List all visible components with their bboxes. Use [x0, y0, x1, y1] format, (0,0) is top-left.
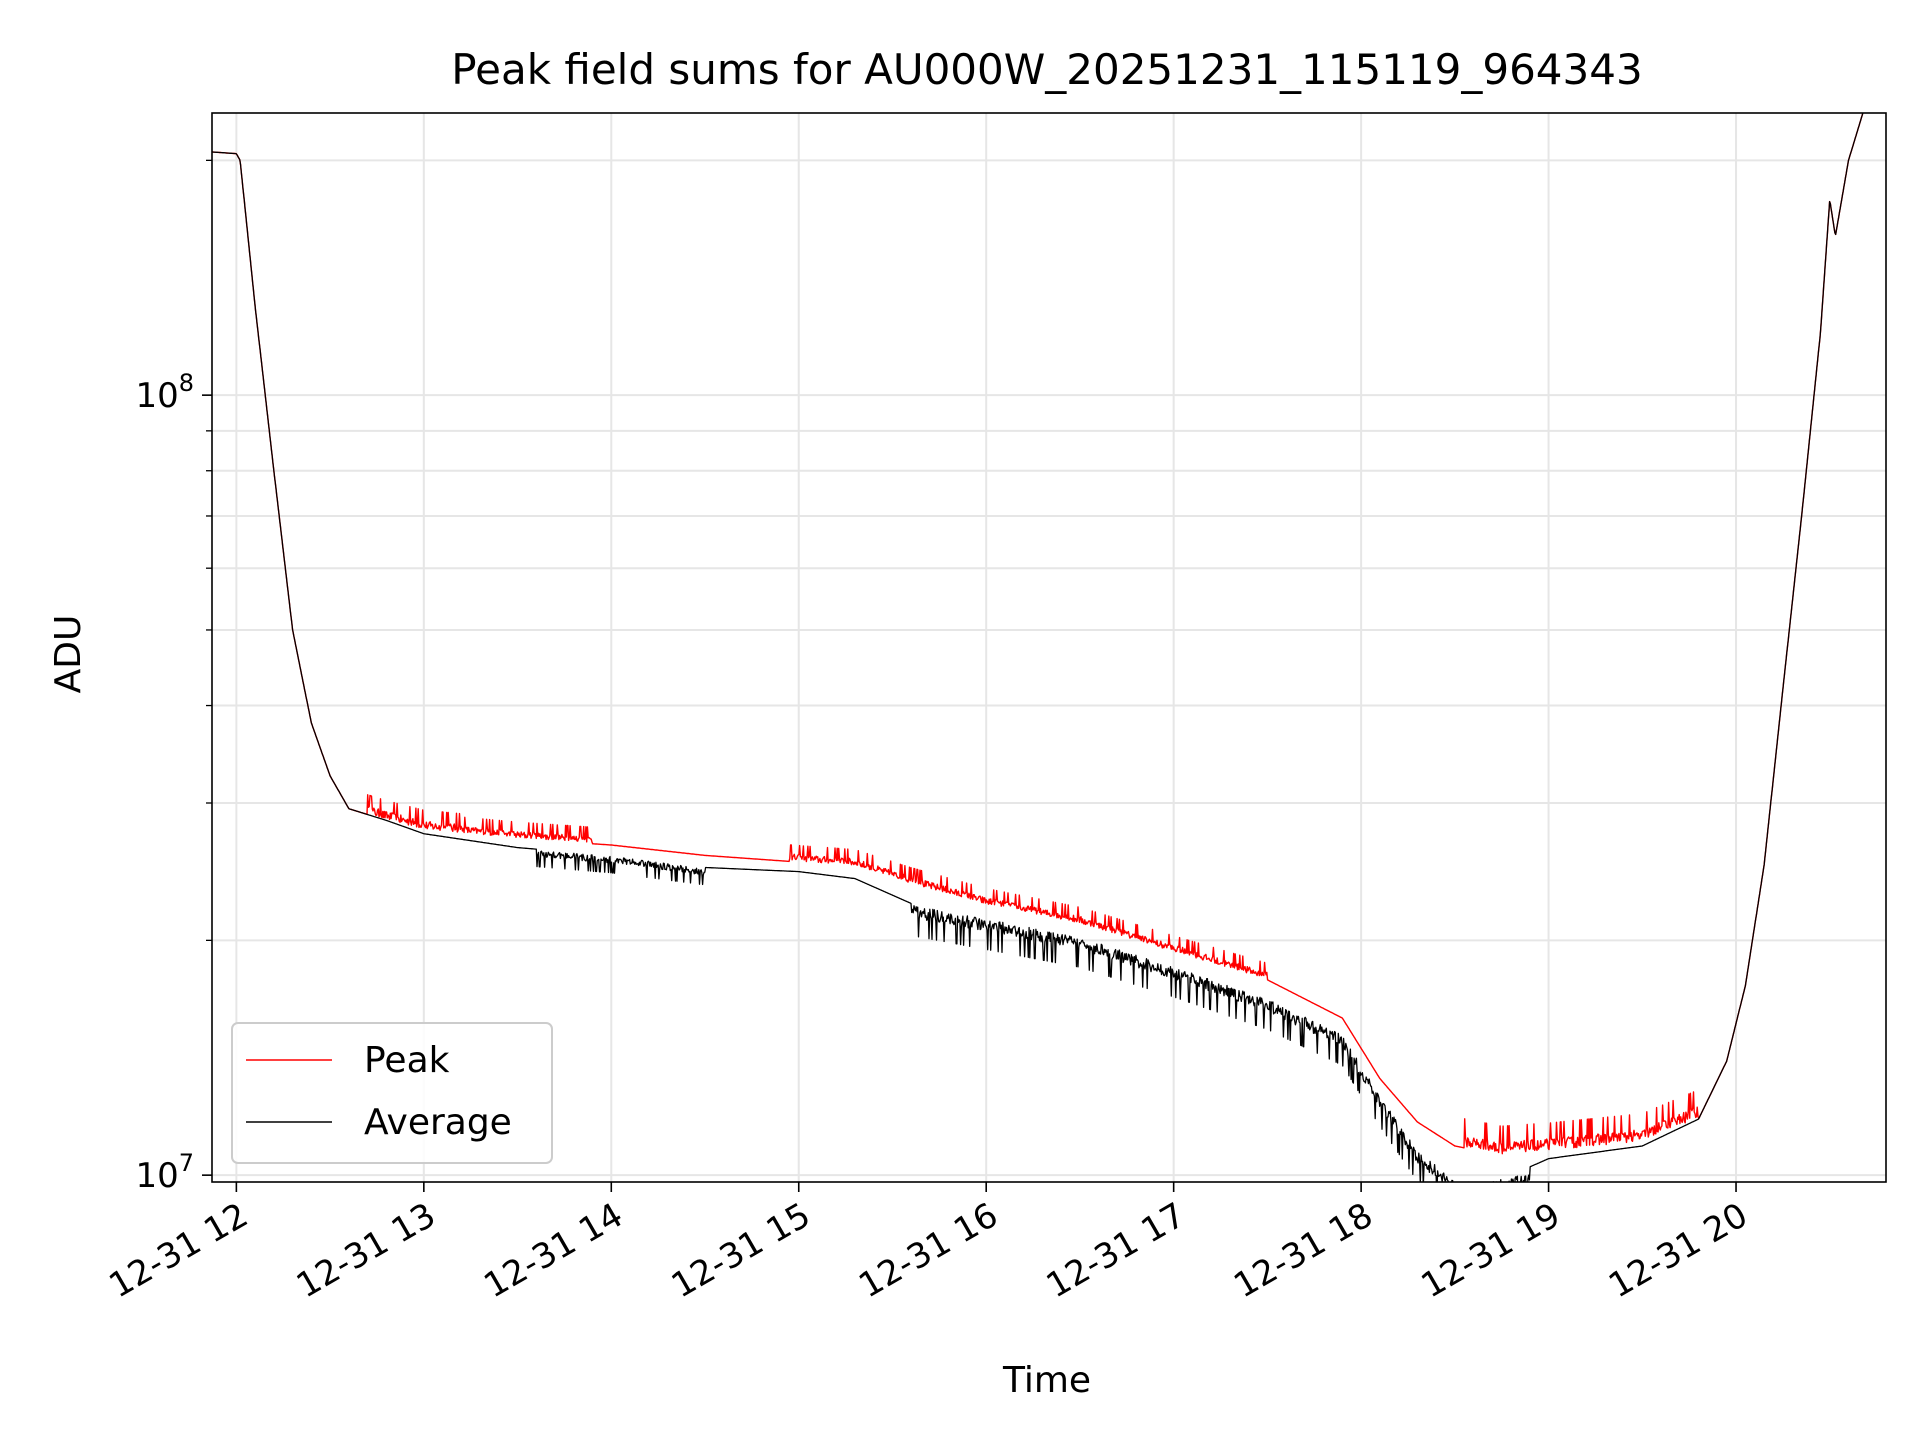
- series-line-peak: [212, 113, 1864, 1155]
- series-line-average: [212, 113, 1864, 1182]
- legend: Peak Average: [231, 1022, 553, 1164]
- legend-box: [231, 1022, 553, 1164]
- y-axis-label: ADU: [48, 615, 89, 694]
- y-tick-label: 107: [135, 1149, 194, 1196]
- x-axis-label: Time: [1002, 1360, 1091, 1401]
- grid-layer: [212, 113, 1886, 1182]
- plot-frame: [211, 112, 1887, 1183]
- legend-label-average: Average: [364, 1102, 512, 1143]
- y-tick-label: 108: [135, 369, 194, 416]
- legend-label-peak: Peak: [364, 1040, 450, 1081]
- chart-title: Peak field sums for AU000W_20251231_1151…: [451, 45, 1642, 94]
- plot-layer: [212, 113, 1864, 1182]
